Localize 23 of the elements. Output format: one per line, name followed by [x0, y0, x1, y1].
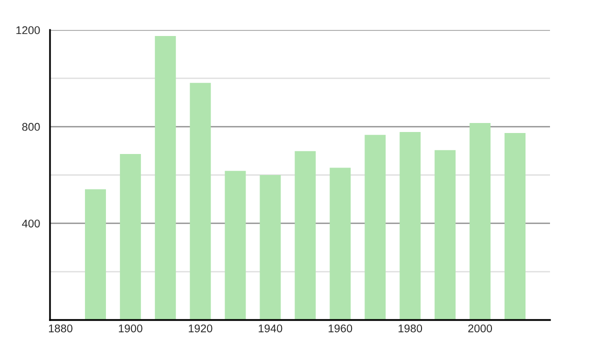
- bar: [120, 154, 141, 320]
- bar: [470, 123, 491, 320]
- bar: [224, 170, 246, 320]
- y-tick-label: 1200: [16, 26, 40, 34]
- bar: [364, 134, 386, 320]
- bar: [190, 82, 211, 320]
- bar: [84, 189, 106, 320]
- y-tick-label: 800: [22, 122, 40, 131]
- x-tick-label: 1900: [118, 324, 142, 332]
- x-tick-label: 1980: [398, 324, 422, 332]
- y-tick-label: 400: [22, 220, 40, 228]
- bar: [400, 132, 421, 320]
- x-tick-label: 2000: [468, 324, 492, 332]
- bar: [434, 150, 456, 320]
- bar: [294, 151, 316, 320]
- bar: [504, 132, 526, 320]
- x-tick-label: 1960: [328, 324, 352, 332]
- x-tick-label: 1940: [258, 324, 282, 332]
- bar: [260, 175, 281, 320]
- bar: [330, 168, 351, 320]
- x-tick-label: 1880: [48, 324, 72, 332]
- bar: [154, 36, 176, 320]
- x-tick-label: 1920: [188, 324, 212, 332]
